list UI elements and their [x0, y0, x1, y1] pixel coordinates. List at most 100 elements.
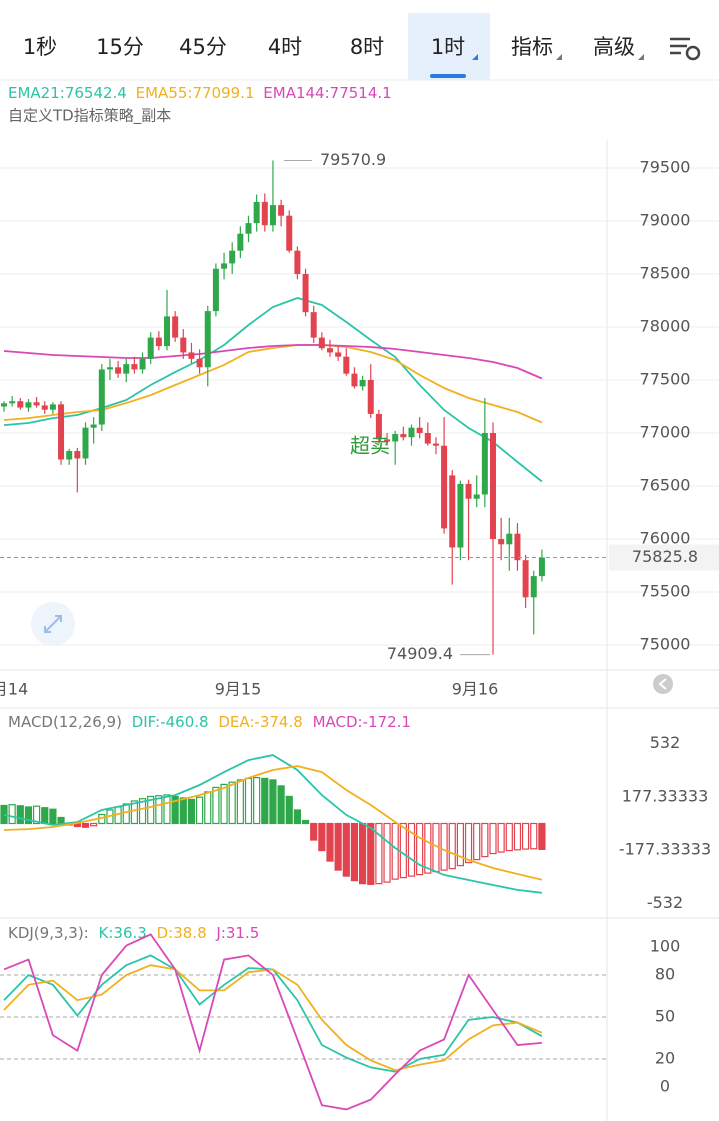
macd-bar — [220, 783, 228, 825]
candle-body — [286, 215, 293, 251]
candle-body — [237, 233, 244, 251]
macd-bar — [407, 822, 416, 877]
icon — [658, 678, 667, 690]
macd-bar — [155, 795, 163, 825]
tab[interactable]: 高级 — [593, 35, 635, 59]
macd-bar — [253, 777, 261, 825]
candle-body — [1, 403, 7, 407]
kdj-legend: KDJ(9,3,3): K:36.3 D:38.8 J:31.5 — [8, 924, 259, 942]
x-tick-label: 9月16 — [452, 680, 499, 699]
macd-bar — [244, 777, 253, 825]
candle-body — [172, 316, 179, 338]
settings-icon[interactable] — [670, 37, 701, 61]
tab[interactable]: 8时 — [350, 35, 384, 59]
macd-bar — [326, 822, 334, 862]
candle-body — [115, 367, 122, 374]
macd-bar — [196, 796, 204, 825]
candle-body — [212, 268, 219, 312]
y-tick-label: 77500 — [640, 370, 691, 389]
high-label: 79570.9 — [320, 150, 386, 169]
candle-body — [58, 404, 65, 460]
macd-bar — [505, 822, 513, 852]
macd-bar — [416, 822, 424, 876]
tab[interactable]: 45分 — [179, 35, 227, 59]
y-tick-label: -532 — [647, 893, 683, 912]
button-bg — [653, 674, 673, 694]
candle-body — [98, 369, 105, 425]
tab-underline — [430, 74, 466, 78]
macd-bar — [277, 785, 285, 825]
macd-bar — [187, 798, 196, 825]
candle-body — [538, 557, 545, 577]
indicator-line — [3, 344, 543, 424]
candle-body — [131, 364, 138, 370]
candle-body — [424, 433, 431, 444]
tab[interactable]: 4时 — [268, 35, 302, 59]
legend-entry: DEA:-374.8 — [218, 713, 302, 731]
macd-bar — [24, 806, 33, 825]
y-tick-label: 80 — [655, 965, 675, 984]
candle-body — [17, 401, 24, 408]
candle-body — [359, 380, 366, 387]
macd-bar — [391, 822, 399, 880]
tab-highlight — [408, 13, 490, 80]
macd-bar — [212, 786, 220, 825]
y-tick-label: 79500 — [640, 158, 691, 177]
collapse-button[interactable] — [653, 674, 673, 694]
candle-body — [106, 367, 113, 370]
candle-body — [392, 434, 399, 442]
x-tick-label: 9月14 — [0, 680, 28, 699]
macd-bar — [171, 795, 179, 825]
indicator-line — [3, 964, 543, 1072]
candle-body — [147, 337, 154, 359]
tab[interactable]: 15分 — [96, 35, 144, 59]
low-label: 74909.4 — [387, 644, 453, 663]
legend-title: MACD(12,26,9) — [8, 713, 122, 731]
candle-body — [432, 443, 439, 446]
legend-entry: J:31.5 — [215, 924, 259, 942]
y-tick-label: 76500 — [640, 476, 691, 495]
macd-bar — [293, 809, 301, 825]
candle-body — [335, 352, 342, 357]
candle-body — [441, 445, 448, 529]
tab-bar: 1秒 15分 45分 4时 8时 1时 指标 高级 — [23, 13, 644, 80]
tab[interactable]: 指标 — [511, 35, 553, 59]
candle-body — [522, 560, 529, 598]
macd-bar — [90, 822, 98, 827]
macd-bar — [130, 800, 138, 825]
candle-body — [229, 250, 236, 264]
macd-bar — [424, 822, 432, 874]
macd-bar — [481, 822, 489, 858]
macd-bar — [269, 779, 277, 825]
candle-body — [343, 356, 350, 374]
candle-body — [310, 312, 317, 338]
candle-body — [481, 433, 488, 495]
macd-bar — [32, 805, 41, 825]
candle-body — [82, 427, 89, 459]
candle-body — [261, 201, 268, 226]
macd-bar — [41, 807, 49, 825]
legend-entry: DIF:-460.8 — [132, 713, 209, 731]
macd-bar — [448, 822, 456, 870]
last-price-box — [609, 544, 719, 571]
legend-entry: EMA21:76542.4 — [8, 84, 127, 102]
candle-body — [269, 205, 276, 226]
y-tick-label: 78500 — [640, 264, 691, 283]
candle-body — [351, 373, 358, 387]
candle-body — [66, 451, 73, 460]
y-tick-label: 77000 — [640, 423, 691, 442]
candle-body — [530, 576, 537, 598]
candle-body — [196, 358, 203, 368]
macd-bar — [530, 822, 538, 850]
tab[interactable]: 1时 — [431, 35, 465, 59]
candle-body — [245, 223, 252, 234]
dropdown-caret — [638, 54, 644, 60]
dropdown-caret — [472, 54, 478, 60]
tab[interactable]: 1秒 — [23, 35, 57, 59]
y-tick-label: 50 — [655, 1007, 675, 1026]
expand-button[interactable] — [31, 602, 75, 646]
macd-bar — [440, 822, 448, 871]
legend-entry: D:38.8 — [157, 924, 207, 942]
